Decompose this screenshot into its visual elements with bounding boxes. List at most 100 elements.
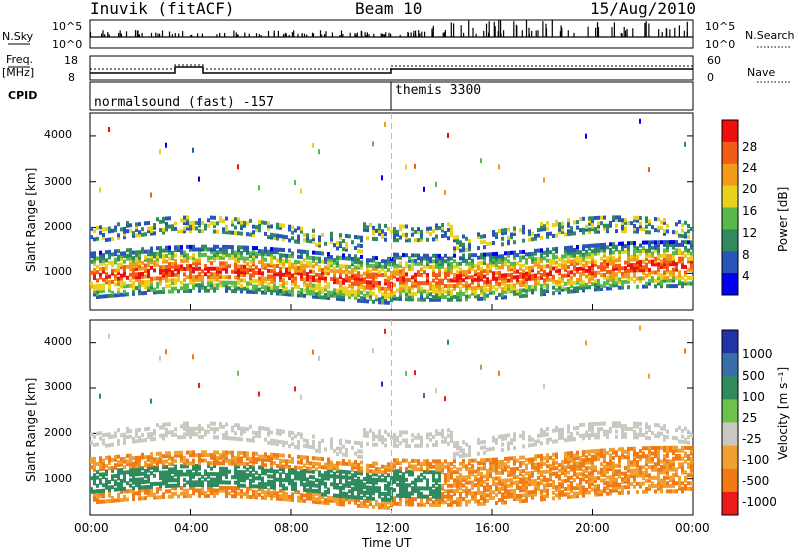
velocity-cell: [501, 484, 504, 489]
velocity-cell: [273, 493, 276, 498]
power-cell: [492, 285, 495, 290]
velocity-cell: [186, 491, 189, 496]
power-cell: [444, 295, 447, 300]
velocity-cell: [249, 481, 252, 486]
velocity-cell: [156, 423, 159, 428]
power-cell: [684, 231, 687, 236]
power-cell: [96, 270, 99, 275]
velocity-cell: [510, 472, 513, 477]
power-cell: [216, 221, 219, 226]
velocity-cell: [501, 442, 504, 447]
velocity-cell: [366, 477, 369, 482]
power-cell: [216, 269, 219, 274]
velocity-cell: [519, 463, 522, 468]
velocity-cell: [315, 456, 318, 461]
power-cell: [375, 275, 378, 280]
power-cell: [360, 285, 363, 290]
power-cell: [624, 218, 627, 223]
velocity-cell: [150, 465, 153, 470]
velocity-cell: [441, 434, 444, 439]
velocity-cell: [456, 443, 459, 448]
power-cell: [441, 278, 444, 283]
velocity-cell: [222, 458, 225, 463]
velocity-cell: [303, 471, 306, 476]
power-cell: [498, 292, 501, 297]
power-cell: [459, 292, 462, 297]
velocity-cell: [474, 483, 477, 488]
power-cell: [150, 228, 153, 233]
velocity-cell: [396, 493, 399, 498]
velocity-cell: [456, 500, 459, 504]
velocity-cell: [414, 443, 417, 448]
power-cell: [135, 277, 138, 282]
velocity-cell: [495, 476, 498, 481]
power-cell: [573, 256, 576, 261]
velocity-cell: [387, 497, 390, 502]
power-cell: [570, 289, 573, 294]
power-cell: [135, 275, 138, 280]
velocity-cell: [360, 479, 363, 484]
velocity-cell: [489, 471, 492, 476]
velocity-cell: [453, 500, 456, 505]
power-cell: [159, 281, 162, 286]
power-cell: [522, 269, 525, 274]
power-cell: [375, 237, 378, 242]
power-cell: [297, 237, 300, 242]
velocity-cell: [513, 432, 516, 437]
velocity-cell: [381, 491, 384, 496]
power-cell: [132, 267, 135, 272]
velocity-cell: [300, 468, 303, 473]
velocity-cell: [504, 433, 507, 438]
power-cell: [177, 289, 180, 294]
power-cell: [264, 263, 267, 268]
velocity-cell: [234, 469, 237, 474]
velocity-cell: [321, 500, 324, 505]
power-cell: [378, 229, 381, 234]
velocity-cell: [483, 485, 486, 490]
velocity-cell: [219, 453, 222, 458]
power-panel-frame: [89, 112, 694, 311]
power-cell: [636, 268, 639, 273]
velocity-cell: [387, 484, 390, 489]
power-cell: [108, 252, 111, 257]
velocity-cell: [360, 444, 363, 449]
velocity-cell: [105, 455, 108, 460]
power-cell: [363, 277, 366, 282]
power-cell: [282, 248, 285, 252]
power-cell: [528, 252, 531, 257]
velocity-cell: [417, 491, 420, 496]
velocity-cell: [435, 502, 438, 507]
velocity-cell: [375, 486, 378, 491]
power-cell: [435, 223, 438, 228]
power-cell: [168, 248, 171, 253]
power-cell: [111, 293, 114, 298]
velocity-cell: [150, 471, 153, 476]
power-cell: [609, 286, 612, 291]
power-cell: [216, 286, 219, 290]
power-cell: [435, 262, 438, 267]
power-cell: [624, 220, 627, 225]
velocity-cell: [318, 462, 321, 467]
velocity-cell: [330, 498, 333, 503]
power-cell: [411, 275, 414, 280]
velocity-cell: [375, 480, 378, 485]
velocity-cell: [186, 421, 189, 426]
power-cell: [621, 271, 624, 276]
power-cell: [585, 224, 588, 229]
power-cell: [438, 286, 441, 291]
power-cell: [195, 283, 198, 288]
velocity-cell: [402, 488, 405, 493]
power-cell: [648, 222, 651, 227]
velocity-cell: [441, 470, 444, 475]
power-cell: [165, 278, 168, 283]
power-cell: [261, 274, 264, 278]
power-cell: [240, 226, 243, 231]
velocity-cell: [255, 495, 258, 500]
power-cell: [480, 274, 483, 279]
velocity-cell: [501, 462, 504, 467]
velocity-ytick: 3000: [44, 380, 72, 393]
power-cell: [180, 245, 183, 250]
power-cell: [522, 263, 525, 268]
velocity-cell: [135, 491, 138, 496]
power-cell: [249, 289, 252, 294]
